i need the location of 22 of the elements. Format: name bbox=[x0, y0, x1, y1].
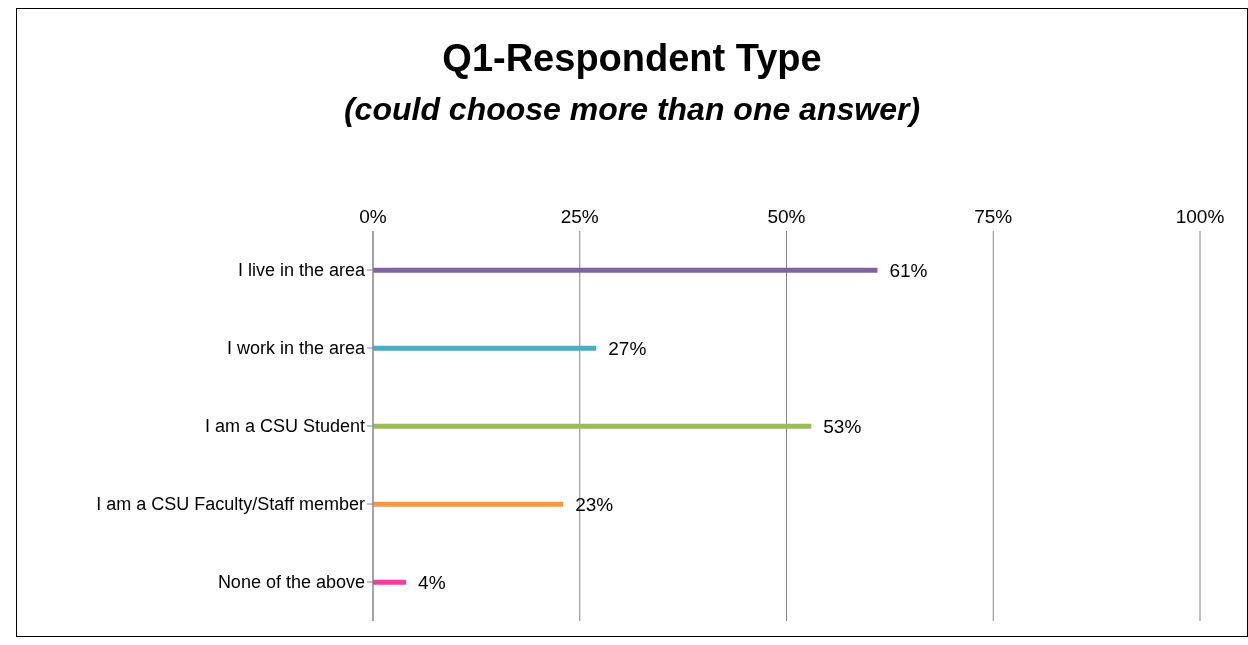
data-label: 4% bbox=[418, 571, 446, 593]
data-label: 53% bbox=[823, 415, 862, 437]
data-label: 23% bbox=[575, 493, 614, 515]
bar bbox=[373, 345, 597, 351]
y-tick-label: I work in the area bbox=[226, 338, 366, 359]
data-label: 61% bbox=[889, 259, 928, 281]
y-tick-label: I live in the area bbox=[237, 260, 366, 281]
x-tick-label: 75% bbox=[974, 206, 1013, 227]
y-tick-label: I am a CSU Student bbox=[204, 416, 365, 437]
x-tick-label: 50% bbox=[767, 206, 806, 227]
chart-title: Q1-Respondent Type bbox=[441, 37, 823, 80]
chart-subtitle: (could choose more than one answer) bbox=[342, 91, 922, 128]
bar bbox=[373, 579, 407, 585]
bar bbox=[373, 501, 564, 507]
x-tick-label: 0% bbox=[359, 206, 387, 227]
x-tick-label: 25% bbox=[560, 206, 599, 227]
bar bbox=[373, 423, 812, 429]
y-tick-label: None of the above bbox=[217, 572, 365, 593]
bar bbox=[373, 267, 878, 273]
x-tick-label: 100% bbox=[1175, 206, 1225, 227]
y-tick-label: I am a CSU Faculty/Staff member bbox=[96, 494, 365, 515]
data-label: 27% bbox=[608, 337, 647, 359]
